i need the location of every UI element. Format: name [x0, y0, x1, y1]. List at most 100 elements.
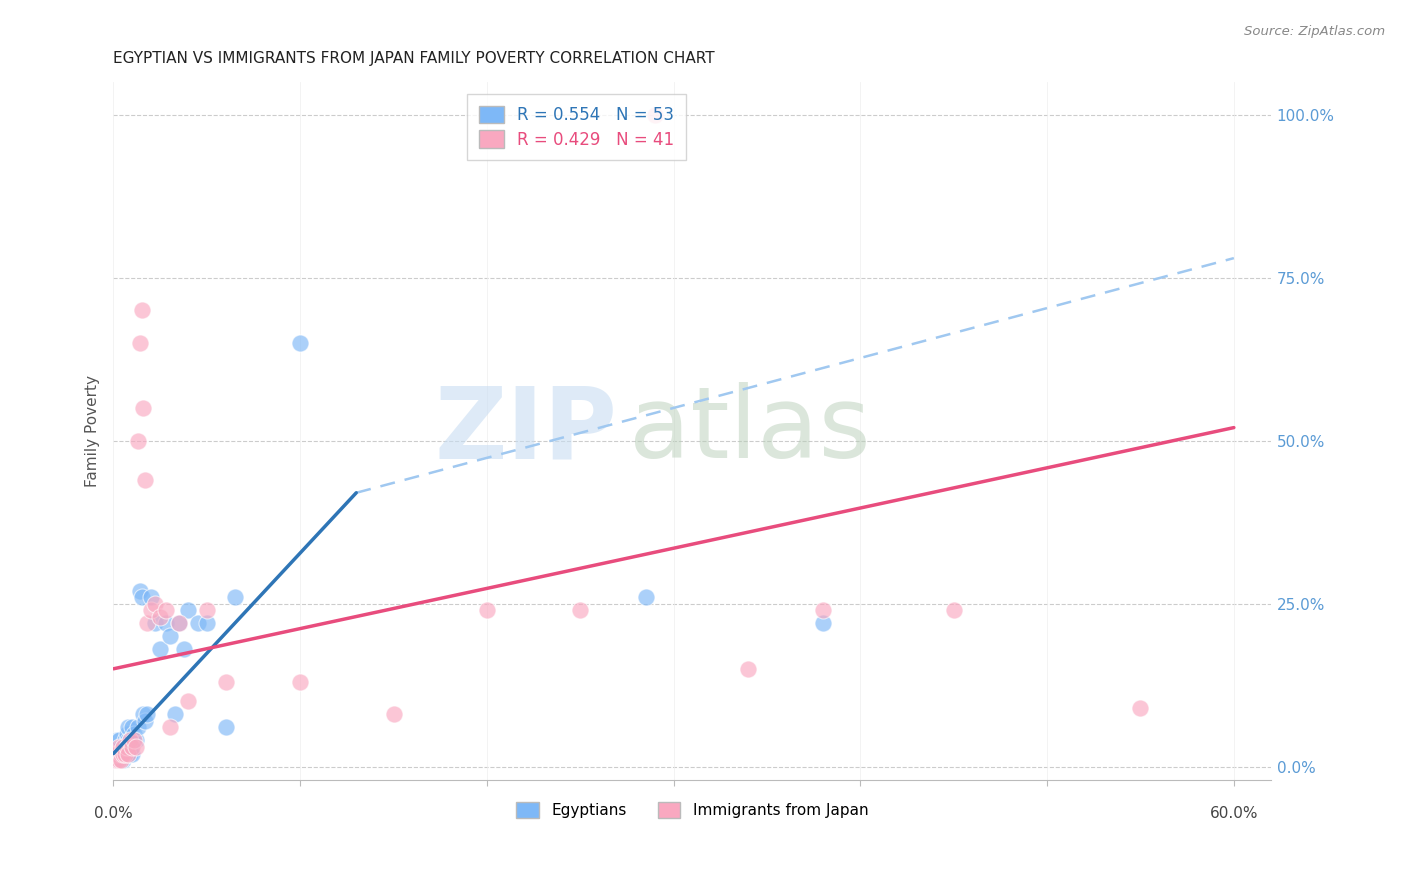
Text: ZIP: ZIP	[434, 383, 617, 479]
Point	[115, 747, 138, 761]
Point	[104, 739, 127, 754]
Text: atlas: atlas	[628, 383, 870, 479]
Point	[111, 753, 134, 767]
Point	[111, 739, 134, 754]
Point	[125, 739, 148, 754]
Text: 0.0%: 0.0%	[94, 805, 134, 821]
Point	[104, 747, 127, 761]
Point	[120, 733, 142, 747]
Point	[224, 590, 246, 604]
Point	[811, 616, 834, 631]
Point	[136, 616, 159, 631]
Point	[1129, 701, 1152, 715]
Point	[110, 747, 132, 761]
Point	[121, 733, 143, 747]
Point	[117, 721, 139, 735]
Point	[177, 603, 200, 617]
Point	[195, 616, 218, 631]
Point	[117, 733, 139, 747]
Point	[108, 753, 131, 767]
Point	[290, 335, 312, 350]
Point	[128, 583, 150, 598]
Legend: Egyptians, Immigrants from Japan: Egyptians, Immigrants from Japan	[510, 796, 875, 824]
Point	[110, 753, 132, 767]
Point	[110, 739, 132, 754]
Text: EGYPTIAN VS IMMIGRANTS FROM JAPAN FAMILY POVERTY CORRELATION CHART: EGYPTIAN VS IMMIGRANTS FROM JAPAN FAMILY…	[114, 51, 716, 66]
Point	[644, 108, 666, 122]
Point	[132, 707, 155, 722]
Point	[131, 590, 153, 604]
Point	[165, 707, 187, 722]
Point	[214, 674, 236, 689]
Point	[115, 739, 138, 754]
Point	[117, 739, 139, 754]
Point	[569, 603, 592, 617]
Point	[139, 590, 162, 604]
Point	[186, 616, 208, 631]
Point	[214, 721, 236, 735]
Point	[155, 603, 177, 617]
Point	[125, 733, 148, 747]
Point	[122, 733, 145, 747]
Point	[120, 747, 142, 761]
Point	[167, 616, 190, 631]
Point	[104, 753, 127, 767]
Point	[105, 747, 128, 761]
Point	[143, 616, 166, 631]
Point	[110, 747, 132, 761]
Point	[104, 753, 127, 767]
Point	[127, 721, 149, 735]
Point	[120, 733, 142, 747]
Point	[159, 629, 181, 643]
Point	[108, 739, 131, 754]
Point	[108, 733, 131, 747]
Point	[149, 609, 172, 624]
Point	[127, 434, 149, 448]
Point	[139, 603, 162, 617]
Point	[108, 739, 131, 754]
Point	[105, 733, 128, 747]
Point	[475, 603, 498, 617]
Point	[167, 616, 190, 631]
Text: 60.0%: 60.0%	[1209, 805, 1258, 821]
Point	[111, 739, 134, 754]
Point	[114, 747, 136, 761]
Point	[122, 727, 145, 741]
Point	[159, 721, 181, 735]
Point	[149, 642, 172, 657]
Point	[128, 335, 150, 350]
Point	[121, 747, 143, 761]
Point	[134, 473, 156, 487]
Point	[136, 707, 159, 722]
Point	[121, 739, 143, 754]
Point	[811, 603, 834, 617]
Point	[105, 753, 128, 767]
Point	[121, 721, 143, 735]
Point	[115, 727, 138, 741]
Point	[115, 739, 138, 754]
Point	[155, 616, 177, 631]
Point	[110, 753, 132, 767]
Point	[942, 603, 965, 617]
Point	[290, 674, 312, 689]
Point	[177, 694, 200, 708]
Point	[131, 303, 153, 318]
Point	[634, 590, 657, 604]
Point	[108, 747, 131, 761]
Point	[114, 739, 136, 754]
Point	[134, 714, 156, 728]
Point	[132, 401, 155, 415]
Point	[382, 707, 405, 722]
Point	[111, 747, 134, 761]
Point	[173, 642, 195, 657]
Point	[143, 597, 166, 611]
Point	[105, 747, 128, 761]
Point	[195, 603, 218, 617]
Y-axis label: Family Poverty: Family Poverty	[86, 375, 100, 487]
Point	[737, 662, 759, 676]
Point	[104, 747, 127, 761]
Point	[114, 747, 136, 761]
Point	[114, 733, 136, 747]
Point	[105, 753, 128, 767]
Point	[111, 747, 134, 761]
